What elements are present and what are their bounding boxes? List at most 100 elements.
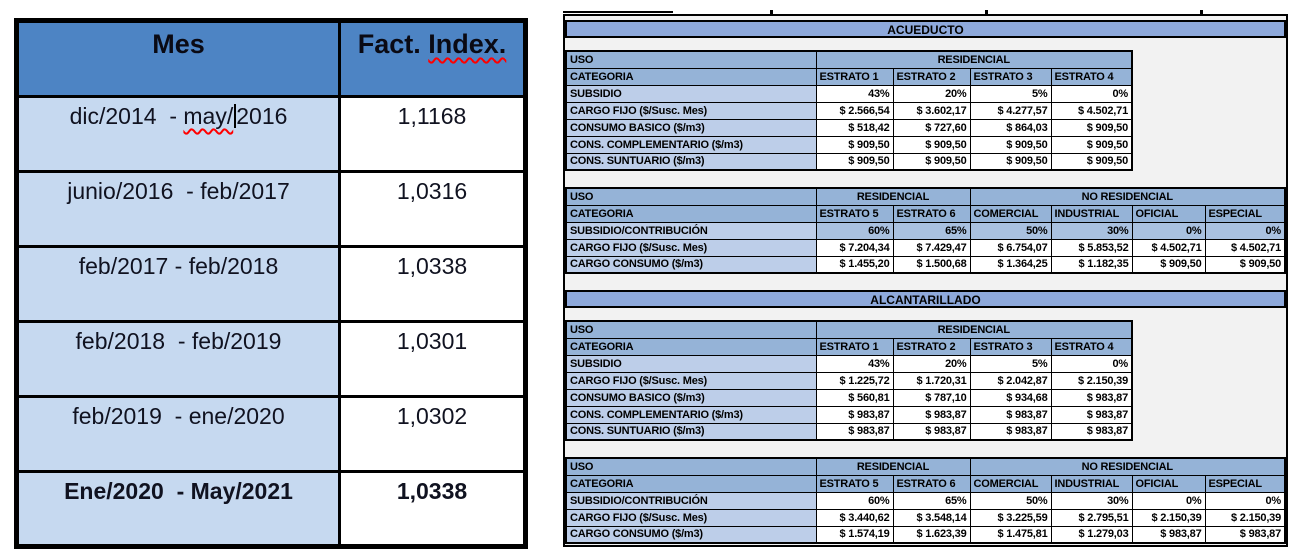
tariff-row: SUBSIDIO/CONTRIBUCIÓN 60% 65% 50% 30% 0% 0%: [565, 491, 1286, 510]
tariff-value-cell: $ 909,50: [892, 135, 971, 154]
mes-header-row: Mes Fact. Index.: [15, 19, 527, 98]
fact-index-value-cell: 1,0301: [338, 320, 527, 398]
tariff-value-cell: $ 2.566,54: [815, 101, 894, 120]
uso-label-cell: USO: [565, 320, 817, 339]
uso-row: USO RESIDENCIAL: [565, 320, 1133, 339]
uso-group-cell: RESIDENCIAL: [815, 457, 971, 476]
mes-column-header: Mes: [15, 19, 341, 98]
uso-row: USO RESIDENCIAL: [565, 50, 1133, 69]
mes-misspelled-text: may/: [183, 103, 234, 129]
tariff-row: CONS. COMPLEMENTARIO ($/m3) $ 983,87 $ 983…: [565, 405, 1133, 424]
grid-artifact-line: [563, 11, 673, 13]
mes-range-cell[interactable]: dic/2014 - may/2016: [15, 95, 341, 173]
tariff-row: CONSUMO BASICO ($/m3) $ 560,81 $ 787,10 $ 9…: [565, 388, 1133, 407]
mes-text: Ene/2020 - May/2021: [64, 478, 293, 504]
tariff-value-cell: $ 934,68: [969, 388, 1052, 407]
tariff-row-label: CARGO FIJO ($/Susc. Mes): [565, 371, 817, 390]
categoria-header-cell: ESTRATO 5: [815, 204, 894, 223]
uso-label-cell: USO: [565, 187, 817, 206]
tariff-value-cell: 50%: [969, 491, 1052, 510]
tariff-value-cell: $ 3.440,62: [815, 508, 894, 527]
tariff-row-label: CARGO CONSUMO ($/m3): [565, 525, 817, 544]
tariff-value-cell: $ 1.279,03: [1050, 525, 1133, 544]
tariff-value-cell: $ 1.455,20: [815, 255, 894, 274]
tariff-row-label: CONS. SUNTUARIO ($/m3): [565, 422, 817, 441]
tariff-value-cell: $ 909,50: [1204, 255, 1286, 274]
tariff-value-cell: 43%: [815, 84, 894, 103]
tariff-row-label: CONSUMO BASICO ($/m3): [565, 388, 817, 407]
tariff-value-cell: 20%: [892, 354, 971, 373]
mes-table-row: dic/2014 - may/2016 1,1168: [15, 95, 527, 173]
tariff-value-cell: $ 909,50: [1050, 118, 1133, 137]
tariff-value-cell: $ 2.150,39: [1050, 371, 1133, 390]
categoria-header-cell: OFICIAL: [1131, 474, 1206, 493]
mes-range-cell: feb/2019 - ene/2020: [15, 395, 341, 473]
tariff-row: CONS. SUNTUARIO ($/m3) $ 909,50 $ 909,50 $ …: [565, 152, 1133, 171]
tariff-value-cell: 0%: [1050, 84, 1133, 103]
categoria-header-cell: ESTRATO 2: [892, 337, 971, 356]
tariff-value-cell: $ 983,87: [1204, 525, 1286, 544]
categoria-label-cell: CATEGORIA: [565, 67, 817, 86]
tariff-value-cell: $ 3.225,59: [969, 508, 1052, 527]
tariff-value-cell: $ 909,50: [969, 152, 1052, 171]
tariff-row: CARGO FIJO ($/Susc. Mes) $ 7.204,34 $ 7.42…: [565, 238, 1286, 257]
tariff-row: SUBSIDIO 43% 20% 5% 0%: [565, 354, 1133, 373]
categoria-label-cell: CATEGORIA: [565, 204, 817, 223]
tariff-value-cell: 0%: [1131, 221, 1206, 240]
tariff-value-cell: $ 518,42: [815, 118, 894, 137]
tariff-row-label: CARGO FIJO ($/Susc. Mes): [565, 101, 817, 120]
mes-table-row: feb/2018 - feb/2019 1,0301: [15, 320, 527, 398]
tariff-value-cell: $ 909,50: [815, 152, 894, 171]
tariff-block-table: USO RESIDENCIAL NO RESIDENCIAL CATEGORIA EST…: [565, 187, 1287, 274]
fact-index-misspelled: Index.: [428, 29, 507, 59]
categoria-header-cell: ESTRATO 3: [969, 337, 1052, 356]
tariff-value-cell: $ 2.795,51: [1050, 508, 1133, 527]
tariff-value-cell: 50%: [969, 221, 1052, 240]
categoria-row: CATEGORIA ESTRATO 1 ESTRATO 2 ESTRATO 3 ESTR…: [565, 337, 1133, 356]
tariff-value-cell: $ 7.204,34: [815, 238, 894, 257]
tariff-value-cell: 0%: [1050, 354, 1133, 373]
tariff-row: CARGO CONSUMO ($/m3) $ 1.574,19 $ 1.623,39…: [565, 525, 1286, 544]
tariff-row-label: CONS. COMPLEMENTARIO ($/m3): [565, 135, 817, 154]
grid-artifact-tick: [1200, 10, 1203, 14]
mes-table-row: junio/2016 - feb/2017 1,0316: [15, 170, 527, 248]
tariff-value-cell: 30%: [1050, 221, 1133, 240]
section-title-bar: ALCANTARILLADO: [565, 290, 1286, 308]
uso-row: USO RESIDENCIAL NO RESIDENCIAL: [565, 457, 1286, 476]
tariff-value-cell: $ 4.502,71: [1050, 101, 1133, 120]
tariff-value-cell: $ 3.602,17: [892, 101, 971, 120]
categoria-header-cell: ESPECIAL: [1204, 474, 1286, 493]
categoria-header-cell: INDUSTRIAL: [1050, 204, 1133, 223]
tariff-value-cell: $ 560,81: [815, 388, 894, 407]
tariff-value-cell: $ 909,50: [969, 135, 1052, 154]
categoria-row: CATEGORIA ESTRATO 5 ESTRATO 6 COMERCIAL INDU…: [565, 474, 1286, 493]
tariff-value-cell: $ 2.150,39: [1131, 508, 1206, 527]
uso-group-cell: NO RESIDENCIAL: [969, 457, 1286, 476]
tariff-value-cell: $ 1.720,31: [892, 371, 971, 390]
tariff-value-cell: $ 727,60: [892, 118, 971, 137]
tariff-value-cell: $ 4.277,57: [969, 101, 1052, 120]
mes-text: junio/2016 - feb/2017: [67, 178, 290, 204]
factor-index-table: Mes Fact. Index. dic/2014 - may/2016 1,11…: [14, 18, 528, 549]
tariff-value-cell: $ 4.502,71: [1204, 238, 1286, 257]
tariff-panel: ACUEDUCTO USO RESIDENCIAL CATEGORIA ESTRATO …: [563, 10, 1288, 547]
categoria-header-cell: ESTRATO 6: [892, 474, 971, 493]
tariff-row: CARGO FIJO ($/Susc. Mes) $ 1.225,72 $ 1.72…: [565, 371, 1133, 390]
tariff-value-cell: 30%: [1050, 491, 1133, 510]
uso-label-cell: USO: [565, 50, 817, 69]
categoria-label-cell: CATEGORIA: [565, 474, 817, 493]
tariff-value-cell: 65%: [892, 221, 971, 240]
uso-row: USO RESIDENCIAL NO RESIDENCIAL: [565, 187, 1286, 206]
tariff-value-cell: $ 983,87: [1131, 525, 1206, 544]
tariff-block-table: USO RESIDENCIAL CATEGORIA ESTRATO 1 ESTRATO …: [565, 320, 1133, 441]
tariff-value-cell: 20%: [892, 84, 971, 103]
mes-range-cell: Ene/2020 - May/2021: [15, 470, 341, 548]
tariff-value-cell: 65%: [892, 491, 971, 510]
tariff-value-cell: 60%: [815, 221, 894, 240]
tariff-row: CARGO FIJO ($/Susc. Mes) $ 3.440,62 $ 3.54…: [565, 508, 1286, 527]
categoria-header-cell: ESTRATO 1: [815, 337, 894, 356]
uso-group-cell: RESIDENCIAL: [815, 50, 1133, 69]
categoria-header-cell: ESTRATO 3: [969, 67, 1052, 86]
mes-table-row: feb/2019 - ene/2020 1,0302: [15, 395, 527, 473]
categoria-row: CATEGORIA ESTRATO 1 ESTRATO 2 ESTRATO 3 ESTR…: [565, 67, 1133, 86]
